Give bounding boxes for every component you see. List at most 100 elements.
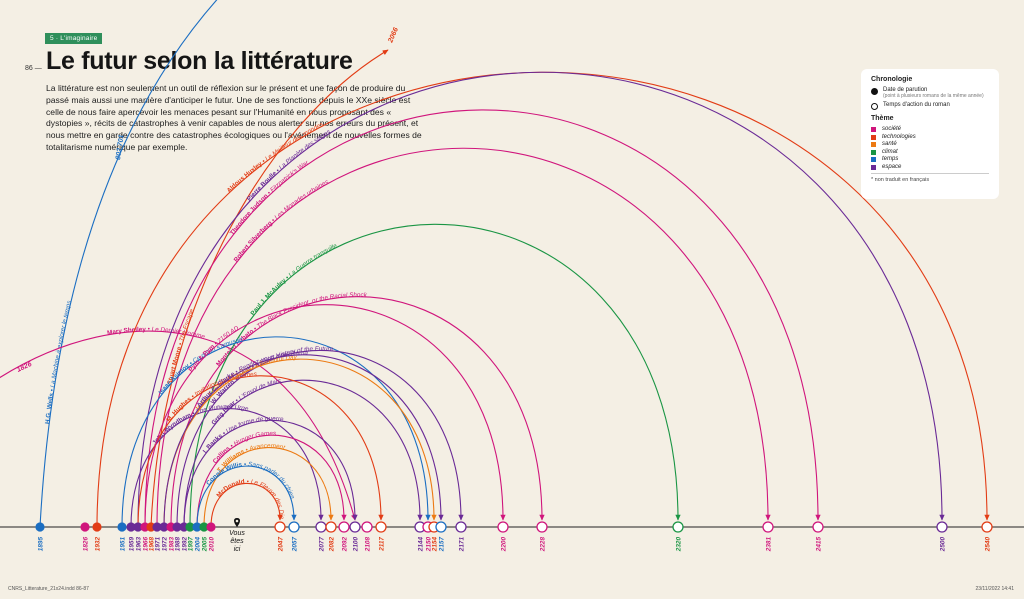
year-label-1951: 1951 <box>119 537 126 552</box>
theme-label: société <box>882 126 902 132</box>
filled-dot-icon <box>871 88 878 95</box>
publication-dot-1932 <box>92 522 102 532</box>
action-dot-2100 <box>349 521 361 533</box>
legend-publication-note: (point à plusieurs romans de la même ann… <box>883 93 984 99</box>
theme-label: santé <box>882 141 897 147</box>
publication-dot-2005 <box>199 522 209 532</box>
action-dot-2157 <box>435 521 447 533</box>
publication-dot-1895 <box>35 522 45 532</box>
theme-swatch <box>871 127 876 132</box>
publication-dot-1988 <box>172 522 182 532</box>
year-label-2108: 2108 <box>364 537 371 553</box>
hollow-dot-icon <box>871 103 878 110</box>
legend-theme-title: Thème <box>871 115 894 122</box>
year-label-2144: 2144 <box>417 537 424 553</box>
theme-swatch <box>871 157 876 162</box>
year-label-2100: 2100 <box>352 537 359 553</box>
legend-theme-technologies: technologies <box>871 134 989 140</box>
publication-dot-1959 <box>126 522 136 532</box>
action-dot-2092 <box>338 521 350 533</box>
action-dot-2047 <box>274 521 286 533</box>
edge-label-2066: 2066 <box>387 27 400 45</box>
theme-swatch <box>871 164 876 170</box>
year-label-2004: 2004 <box>194 537 201 553</box>
year-label-1983: 1983 <box>168 537 175 552</box>
edge-year-labels: 802 701 2066 1826 <box>16 27 400 374</box>
legend-theme-societe: société <box>871 126 989 132</box>
edge-label-802701: 802 701 <box>115 134 125 160</box>
legend-action: Temps d'action du roman <box>871 102 989 110</box>
page-title: Le futur selon la littérature <box>46 47 353 75</box>
year-label-2200: 2200 <box>500 537 507 553</box>
action-dot-2171 <box>455 521 467 533</box>
year-label-2154: 2154 <box>431 537 438 553</box>
year-label-1997: 1997 <box>187 537 194 552</box>
year-label-1963: 1963 <box>135 537 142 552</box>
year-label-1988: 1988 <box>174 537 181 552</box>
action-dot-2540 <box>981 521 993 533</box>
legend-theme-climat: climat <box>871 149 989 155</box>
publication-dot-2010 <box>206 522 216 532</box>
action-dot-2082 <box>325 521 337 533</box>
year-label-2540: 2540 <box>984 537 991 553</box>
you-are-here-text: ici <box>234 546 241 553</box>
theme-label: climat <box>882 148 898 155</box>
publication-dot-1972 <box>159 522 169 532</box>
publication-dot-2004 <box>192 522 202 532</box>
theme-label: espace <box>882 163 902 170</box>
year-label-2092: 2092 <box>341 537 348 553</box>
action-dot-2228 <box>536 521 548 533</box>
year-label-1972: 1972 <box>161 537 168 552</box>
action-dot-2117 <box>375 521 387 533</box>
action-dot-2500 <box>936 521 948 533</box>
legend-theme-sante: santé <box>871 141 989 147</box>
you-are-here-text: êtes <box>230 538 244 545</box>
year-label-2005: 2005 <box>201 537 208 553</box>
year-label-2077: 2077 <box>318 537 325 553</box>
year-label-2381: 2381 <box>765 537 772 553</box>
legend-publication-label: Date de parution <box>883 87 928 93</box>
novel-arc-stuart-moore: Stuart Moore • The Escape <box>150 49 389 528</box>
year-label-2082: 2082 <box>328 537 335 553</box>
you-are-here-text: Vous <box>229 530 245 537</box>
year-label-1968: 1968 <box>148 537 155 552</box>
page-number: 86 — <box>25 65 42 72</box>
theme-label: technologies <box>882 133 916 140</box>
year-label-1959: 1959 <box>128 537 135 552</box>
action-dot-2415 <box>812 521 824 533</box>
novel-label-mary-shelley: Mary Shelley • Le Dernier Homme <box>107 326 206 341</box>
year-label-1971: 1971 <box>154 537 161 552</box>
action-dot-2200 <box>497 521 509 533</box>
novel-arcs: H.G. Wells • La Machine à explorer le te… <box>0 0 990 528</box>
year-label-2228: 2228 <box>539 537 546 553</box>
action-dot-2381 <box>762 521 774 533</box>
footer-date: 23/11/2022 14:41 <box>975 586 1014 592</box>
chapter-tag: 5 · L'imaginaire <box>45 33 103 44</box>
theme-swatch <box>871 134 876 140</box>
novel-label-robert-silverberg: Robert Silverberg • Les Monades urbaines <box>233 178 331 263</box>
intro-paragraph: La littérature est non seulement un outi… <box>46 83 422 152</box>
year-label-2415: 2415 <box>815 537 822 553</box>
year-label-2057: 2057 <box>291 537 298 553</box>
year-label-2500: 2500 <box>939 537 946 553</box>
year-label-1932: 1932 <box>94 537 101 552</box>
year-label-2047: 2047 <box>277 537 284 553</box>
edge-label-1826: 1826 <box>16 361 33 374</box>
publication-dot-1951 <box>117 522 127 532</box>
theme-swatch <box>871 142 876 147</box>
legend-theme-temps: temps <box>871 156 989 162</box>
legend-panel: Chronologie Date de parution (point à pl… <box>861 69 999 199</box>
year-label-2150: 2150 <box>425 537 432 553</box>
year-label-1895: 1895 <box>37 537 44 552</box>
year-label-2320: 2320 <box>675 537 682 553</box>
year-label-1992: 1992 <box>181 537 188 552</box>
year-label-2117: 2117 <box>378 537 385 552</box>
legend-footnote: * non traduit en français <box>871 172 989 183</box>
legend-publication: Date de parution (point à plusieurs roma… <box>871 87 989 99</box>
year-label-2157: 2157 <box>438 537 445 553</box>
year-label-1966: 1966 <box>142 537 149 552</box>
publication-dot-1826 <box>80 522 90 532</box>
theme-swatch <box>871 149 876 155</box>
